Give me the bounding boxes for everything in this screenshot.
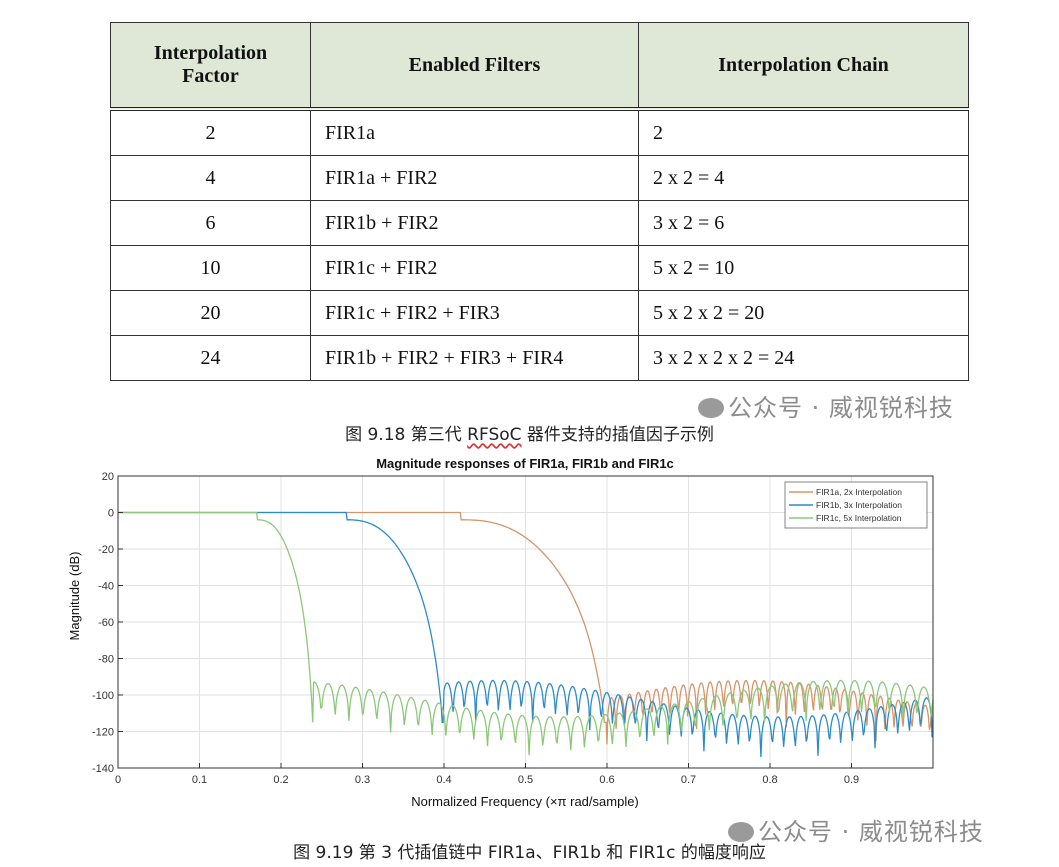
table-caption: 图 9.18 第三代 RFSoC 器件支持的插值因子示例 — [0, 420, 1059, 445]
cell-filters: FIR1b + FIR2 — [310, 200, 639, 246]
table-header-row: Interpolation Factor Enabled Filters Int… — [110, 22, 969, 110]
watermark-text: 公众号 · 威视锐科技 — [758, 818, 984, 846]
chart-title: Magnitude responses of FIR1a, FIR1b and … — [376, 456, 674, 471]
cell-filters: FIR1c + FIR2 + FIR3 — [310, 290, 639, 336]
y-tick-label: 20 — [102, 471, 114, 483]
interpolation-table: Interpolation Factor Enabled Filters Int… — [110, 22, 969, 381]
cell-factor: 20 — [110, 290, 311, 336]
header-interpolation-chain: Interpolation Chain — [638, 22, 969, 110]
y-tick-label: -100 — [92, 690, 114, 702]
x-tick-label: 0.2 — [273, 774, 288, 786]
y-tick-label: 0 — [108, 508, 114, 520]
legend-entry: FIR1a, 2x Interpolation — [816, 487, 902, 497]
cell-factor: 2 — [110, 108, 311, 156]
cell-chain: 2 — [638, 108, 969, 156]
caption-prefix: 图 9.18 第三代 — [345, 425, 468, 445]
watermark-1: 公众号 · 威视锐科技 — [698, 388, 954, 423]
series-line-3 — [118, 511, 934, 756]
y-tick-label: -80 — [98, 654, 114, 666]
y-tick-label: -140 — [92, 763, 114, 775]
x-tick-label: 0.4 — [436, 774, 451, 786]
x-tick-label: 0.6 — [599, 774, 614, 786]
watermark-2: 公众号 · 威视锐科技 — [728, 812, 984, 847]
y-tick-label: -60 — [98, 617, 114, 629]
cell-chain: 5 x 2 = 10 — [638, 245, 969, 291]
y-tick-label: -120 — [92, 727, 114, 739]
wechat-icon — [698, 398, 724, 418]
x-tick-label: 0.8 — [762, 774, 777, 786]
legend-entry: FIR1c, 5x Interpolation — [816, 513, 902, 523]
cell-factor: 6 — [110, 200, 311, 246]
table-row: 10 FIR1c + FIR2 5 x 2 = 10 — [110, 245, 969, 291]
y-tick-label: -40 — [98, 581, 114, 593]
watermark-text: 公众号 · 威视锐科技 — [728, 394, 954, 422]
x-tick-label: 0.7 — [681, 774, 696, 786]
table-row: 2 FIR1a 2 — [110, 108, 969, 156]
x-tick-label: 0.3 — [355, 774, 370, 786]
chart-caption: 图 9.19 第 3 代插值链中 FIR1a、FIR1b 和 FIR1c 的幅度… — [293, 843, 766, 863]
table-row: 24 FIR1b + FIR2 + FIR3 + FIR4 3 x 2 x 2 … — [110, 335, 969, 381]
table-row: 6 FIR1b + FIR2 3 x 2 = 6 — [110, 200, 969, 246]
legend-entry: FIR1b, 3x Interpolation — [816, 500, 902, 510]
cell-chain: 3 x 2 x 2 x 2 = 24 — [638, 335, 969, 381]
cell-filters: FIR1c + FIR2 — [310, 245, 639, 291]
caption-rfsoc: RFSoC — [467, 425, 522, 445]
x-tick-label: 0.5 — [518, 774, 533, 786]
x-tick-label: 0.9 — [844, 774, 859, 786]
table-row: 4 FIR1a + FIR2 2 x 2 = 4 — [110, 155, 969, 201]
cell-factor: 10 — [110, 245, 311, 291]
cell-factor: 4 — [110, 155, 311, 201]
y-tick-label: -20 — [98, 544, 114, 556]
cell-factor: 24 — [110, 335, 311, 381]
cell-chain: 5 x 2 x 2 = 20 — [638, 290, 969, 336]
y-axis-label: Magnitude (dB) — [67, 552, 82, 641]
cell-filters: FIR1a — [310, 108, 639, 156]
magnitude-response-chart: Magnitude responses of FIR1a, FIR1b and … — [67, 456, 934, 808]
table-row: 20 FIR1c + FIR2 + FIR3 5 x 2 x 2 = 20 — [110, 290, 969, 336]
header-interpolation-factor: Interpolation Factor — [110, 22, 311, 110]
cell-filters: FIR1a + FIR2 — [310, 155, 639, 201]
caption-suffix: 器件支持的插值因子示例 — [521, 425, 714, 445]
header-enabled-filters: Enabled Filters — [310, 22, 639, 110]
cell-chain: 3 x 2 = 6 — [638, 200, 969, 246]
x-tick-label: 0 — [115, 774, 121, 786]
wechat-icon — [728, 822, 754, 842]
cell-chain: 2 x 2 = 4 — [638, 155, 969, 201]
cell-filters: FIR1b + FIR2 + FIR3 + FIR4 — [310, 335, 639, 381]
x-tick-label: 0.1 — [192, 774, 207, 786]
x-axis-label: Normalized Frequency (×π rad/sample) — [411, 794, 639, 808]
